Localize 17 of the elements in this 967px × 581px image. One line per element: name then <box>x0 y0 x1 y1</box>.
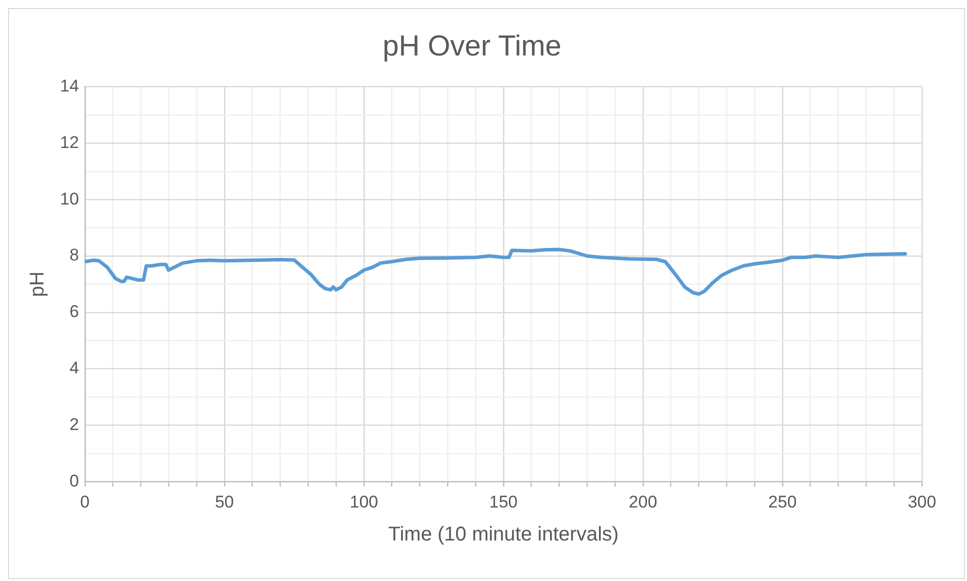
x-tick-label: 250 <box>768 492 797 512</box>
x-tick-label: 200 <box>628 492 658 512</box>
y-tick-label: 0 <box>69 471 79 490</box>
y-tick-label: 14 <box>60 76 79 96</box>
y-tick-label: 6 <box>69 302 79 322</box>
x-axis-title: Time (10 minute intervals) <box>388 524 619 546</box>
x-tick-label: 100 <box>350 492 378 512</box>
y-tick-label: 10 <box>60 189 79 208</box>
x-tick-label: 150 <box>489 492 518 512</box>
y-tick-label: 12 <box>60 132 79 152</box>
chart-title: pH Over Time <box>382 30 562 62</box>
x-tick-label: 300 <box>908 492 936 512</box>
x-tick-label: 50 <box>214 492 234 512</box>
y-tick-label: 4 <box>69 358 79 378</box>
y-axis-title: pH <box>26 271 49 297</box>
y-tick-label: 8 <box>69 246 79 265</box>
y-tick-label: 2 <box>69 414 79 434</box>
